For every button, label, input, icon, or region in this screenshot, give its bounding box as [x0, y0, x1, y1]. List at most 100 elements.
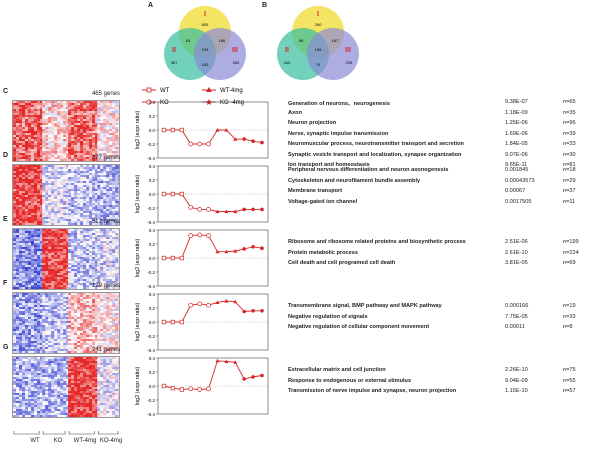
series-connector [208, 360, 218, 389]
p-value: 1.18E-09 [505, 109, 528, 116]
gene-n: n=30 [563, 151, 576, 158]
y-tick-label: 0.2 [149, 306, 156, 311]
data-point [170, 385, 176, 391]
go-term: Axon [288, 109, 302, 116]
go-term: Transmission of nerve impulse and synaps… [288, 388, 457, 394]
y-tick-label: -0.4 [147, 412, 155, 417]
p-value: 2.51E-06 [505, 239, 528, 245]
y-axis-label: log2 (expr ratio) [135, 367, 141, 406]
venn-b-region-bottom: 74 [316, 62, 321, 67]
data-point [224, 359, 229, 364]
p-value: 2.26E-10 [505, 367, 528, 373]
data-point [170, 127, 176, 133]
y-tick-label: 0.0 [149, 192, 156, 197]
gene-count: 465 genes [91, 91, 120, 97]
data-point [179, 191, 184, 197]
data-point [179, 387, 184, 392]
y-tick-label: 0.2 [149, 370, 156, 375]
p-value: 9.38E-07 [505, 99, 528, 105]
data-point [206, 233, 211, 238]
legend-item-ko: KO [142, 99, 169, 106]
y-tick-label: 0.4 [149, 356, 156, 361]
go-term: Ion transport and homeostasis [288, 162, 370, 168]
data-point [170, 191, 176, 197]
data-point [197, 301, 202, 307]
y-tick-label: -0.2 [147, 270, 155, 275]
venn-b-roman-top: I [317, 11, 319, 18]
gene-n: n=37 [563, 188, 576, 194]
gene-n: n=224 [563, 249, 579, 256]
series-connector [181, 235, 192, 259]
data-point [251, 207, 255, 212]
data-point [197, 387, 202, 392]
p-value: 0.00011 [505, 324, 525, 330]
y-tick-label: 0.4 [149, 100, 156, 105]
data-point [188, 233, 194, 238]
y-axis-label: log2 (expr ratio) [135, 175, 141, 214]
legend-label-wt: WT [160, 88, 170, 94]
venn-a-region-top: 605 [202, 22, 209, 27]
p-value: 0.001845 [505, 167, 529, 173]
data-point [170, 319, 176, 325]
y-tick-label: 0.2 [149, 114, 156, 119]
data-point [260, 246, 264, 250]
heatmap-cluster-f [12, 292, 120, 354]
data-point [206, 386, 211, 392]
gene-count: 129 genes [91, 283, 120, 289]
venn-a-region-center: 193 [202, 47, 209, 52]
venn-a-roman-left: II [172, 47, 176, 54]
gene-n: n=33 [563, 141, 576, 147]
heatmap-cluster-e [12, 228, 120, 290]
series-connector [208, 235, 218, 252]
data-point [215, 358, 220, 363]
series-connector [181, 129, 192, 145]
gene-n: n=18 [563, 167, 576, 173]
venn-b-region-left: 415 [284, 60, 291, 65]
y-tick-label: 0.0 [149, 128, 156, 133]
heatmap-cluster-g [12, 356, 120, 418]
y-tick-label: 0.0 [149, 384, 156, 389]
venn-a-region-right: 260 [233, 60, 240, 65]
data-point [260, 309, 264, 313]
gene-count: 512 genes [91, 219, 120, 225]
venn-b-roman-left: II [285, 47, 289, 54]
venn-a-circle-right [194, 28, 246, 80]
data-point [161, 383, 167, 389]
data-point [206, 302, 211, 308]
gene-n: n=199 [563, 239, 579, 245]
data-point [188, 386, 194, 392]
gene-n: n=11 [563, 198, 576, 205]
venn-b-region-top-right: 167 [332, 38, 339, 43]
venn-b: I II III 260 95 167 159 415 235 74 [277, 6, 359, 80]
gene-n: n=55 [563, 377, 576, 384]
legend-item-wt: WT [142, 87, 170, 94]
data-point [242, 247, 246, 251]
data-point [179, 255, 184, 261]
gene-n: n=69 [563, 260, 576, 266]
p-value: 0.00067 [505, 188, 526, 194]
go-term: Peripheral nervous differentiation and n… [288, 167, 449, 173]
go-term: Extracellular matrix and cell junction [288, 367, 386, 373]
p-value: 9.07E-06 [505, 151, 528, 158]
venn-a: I II III 605 63 186 193 387 260 163 [164, 6, 246, 80]
data-point [197, 141, 202, 147]
legend-item-wt-4mg: WT-4mg [202, 87, 243, 94]
venn-b-circle-right [307, 28, 359, 80]
go-term: Generation of neurons、neurogenesis [288, 101, 390, 107]
y-tick-label: 0.4 [149, 228, 156, 233]
data-point [179, 319, 184, 325]
go-term: Cell death and cell programed cell death [288, 260, 396, 266]
go-term: Transmembrane signal, BMP pathway and MA… [288, 303, 442, 309]
heatmap-cluster-c [12, 100, 120, 162]
data-point [251, 245, 255, 249]
venn-a-region-bottom: 163 [202, 62, 209, 67]
data-point [161, 191, 167, 197]
data-point [206, 141, 211, 147]
go-term: Voltage-gated ion channel [288, 198, 358, 205]
y-axis-label: log2 (expr ratio) [135, 303, 141, 342]
go-term: Negative regulation of cellular componen… [288, 324, 430, 330]
p-value: 9.65E-11 [505, 162, 528, 168]
y-tick-label: 0.0 [149, 256, 156, 261]
data-point [233, 360, 238, 364]
data-point [197, 232, 202, 238]
